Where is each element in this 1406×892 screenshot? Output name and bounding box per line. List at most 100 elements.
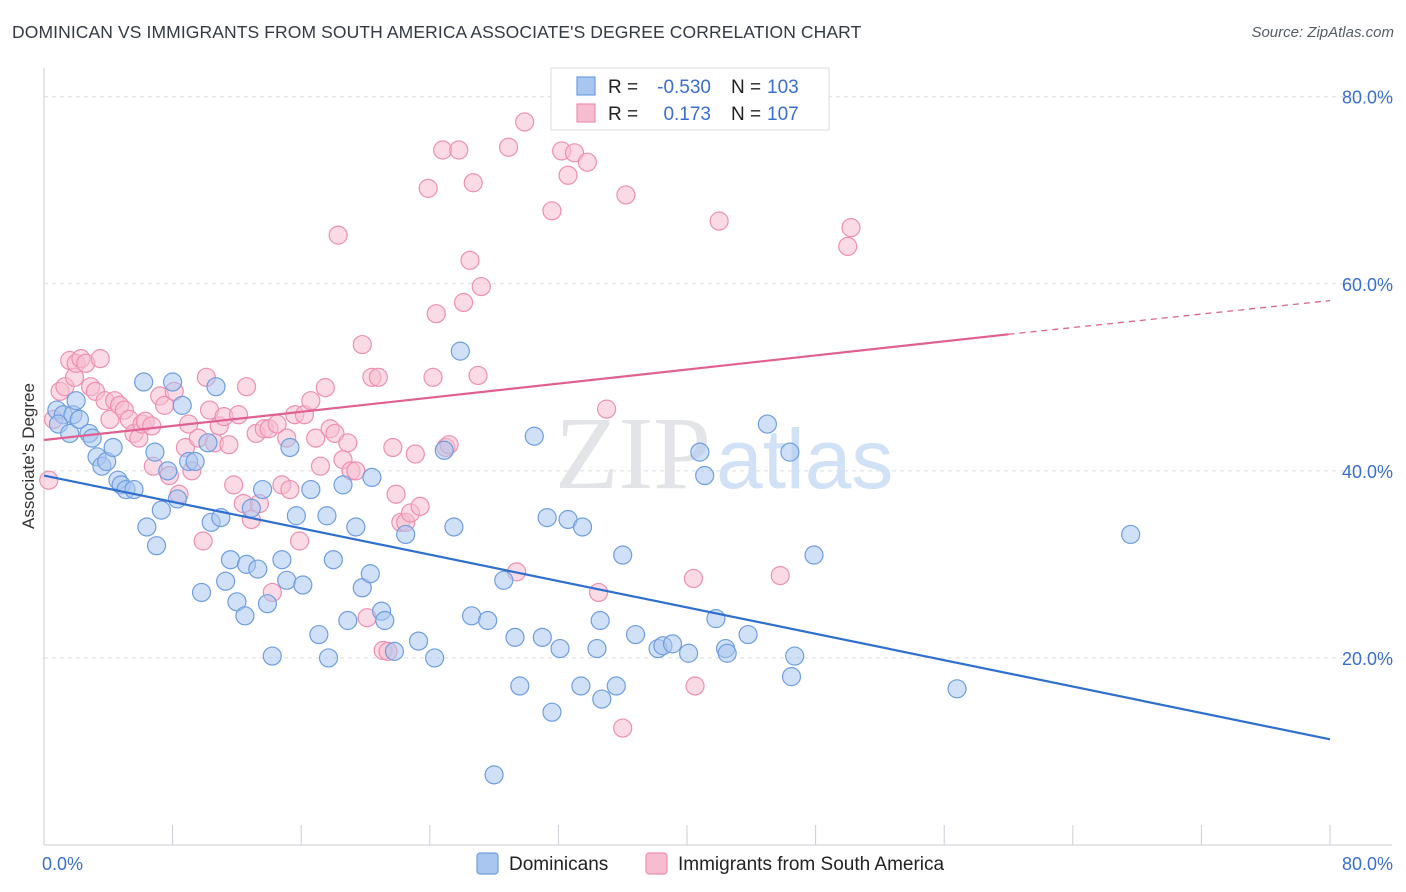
- dominicans-point-42: [262, 646, 282, 666]
- dominicans-point-34: [220, 550, 241, 570]
- dominicans-point-5: [66, 391, 86, 411]
- immigrants-point-80: [410, 496, 430, 516]
- dominicans-point-83: [590, 610, 610, 631]
- dominicans-point-65: [434, 440, 454, 460]
- immigrants-point-83: [426, 304, 446, 324]
- dominicans-point-99: [780, 442, 800, 462]
- immigrants-point-105: [683, 568, 704, 589]
- immigrants-point-98: [558, 165, 578, 185]
- immigrants-point-0: [39, 470, 59, 490]
- immigrants-point-13: [100, 409, 120, 430]
- y-tick-label-20: 20.0%: [1342, 649, 1393, 669]
- immigrants-point-22: [142, 416, 162, 436]
- series-dominicans-points: [47, 341, 1141, 785]
- dominicans-point-91: [679, 643, 699, 663]
- immigrants-point-65: [338, 433, 358, 453]
- bottom-legend-swatch-pink: [645, 852, 668, 875]
- immigrants-point-100: [577, 152, 597, 172]
- watermark-zip: ZIP: [555, 396, 711, 511]
- dominicans-point-84: [592, 689, 612, 709]
- dominicans-point-72: [505, 627, 525, 647]
- dominicans-trend-line: [43, 474, 1331, 741]
- chart-source: Source: ZipAtlas.com: [1251, 24, 1394, 41]
- immigrants-point-104: [616, 185, 636, 205]
- immigrants-point-40: [224, 475, 244, 495]
- immigrants-point-106: [685, 676, 705, 696]
- dominicans-point-102: [804, 545, 824, 565]
- dominicans-point-6: [69, 409, 89, 430]
- y-tick-label-80: 80.0%: [1342, 88, 1393, 108]
- dominicans-point-62: [396, 524, 416, 545]
- immigrants-point-57: [301, 391, 321, 411]
- immigrants-trend-line-extension: [1008, 299, 1331, 335]
- dominicans-point-85: [606, 676, 626, 696]
- dominicans-point-36: [235, 606, 255, 626]
- dominicans-point-58: [362, 467, 382, 488]
- immigrants-point-84: [433, 140, 453, 160]
- immigrants-point-99: [564, 143, 585, 163]
- legend-r-value-0: -0.530: [657, 77, 711, 98]
- y-tick-labels: 20.0% 40.0% 60.0% 80.0%: [1342, 88, 1393, 669]
- dominicans-point-44: [277, 570, 297, 590]
- dominicans-point-73: [510, 676, 530, 696]
- x-tick-label-max: 80.0%: [1342, 854, 1393, 874]
- dominicans-point-43: [272, 550, 292, 570]
- dominicans-point-75: [532, 627, 552, 647]
- y-tick-label-60: 60.0%: [1342, 275, 1393, 295]
- x-tick-labels: 0.0% 80.0%: [42, 854, 1393, 874]
- immigrants-point-33: [193, 531, 213, 551]
- dominicans-point-33: [216, 571, 236, 591]
- dominicans-point-80: [571, 676, 591, 696]
- dominicans-point-93: [695, 465, 715, 486]
- dominicans-point-103: [947, 679, 967, 699]
- dominicans-point-40: [253, 479, 273, 500]
- correlation-legend: R = -0.530 N = 103 R = 0.173 N = 107: [550, 67, 830, 131]
- immigrants-point-39: [219, 435, 239, 455]
- dominicans-point-57: [360, 564, 380, 584]
- dominicans-point-104: [1121, 524, 1141, 545]
- legend-n-value-1: 107: [767, 104, 799, 125]
- immigrants-point-67: [346, 461, 366, 481]
- legend-r-label-1: R =: [608, 104, 638, 125]
- immigrants-point-88: [453, 292, 474, 313]
- immigrants-point-53: [280, 479, 300, 500]
- dominicans-point-97: [738, 624, 758, 645]
- dominicans-point-55: [346, 517, 366, 537]
- y-axis-label: Associate's Degree: [19, 383, 38, 529]
- dominicans-point-69: [478, 610, 498, 631]
- immigrants-point-93: [498, 137, 519, 157]
- dominicans-point-29: [198, 433, 218, 453]
- immigrants-point-55: [289, 531, 310, 551]
- dominicans-point-52: [323, 550, 343, 570]
- immigrants-point-102: [597, 399, 617, 419]
- immigrants-point-110: [841, 218, 861, 238]
- immigrants-point-101: [588, 582, 609, 603]
- immigrants-point-60: [315, 378, 335, 398]
- immigrants-point-71: [368, 367, 388, 387]
- dominicans-point-81: [572, 517, 593, 537]
- dominicans-point-63: [408, 631, 429, 651]
- dominicans-point-48: [301, 479, 321, 500]
- dominicans-point-41: [257, 594, 278, 614]
- dominicans-point-96: [717, 643, 737, 663]
- dominicans-point-51: [318, 648, 339, 668]
- bottom-legend-label-immigrants: Immigrants from South America: [678, 854, 945, 875]
- dominicans-point-31: [206, 377, 226, 397]
- dominicans-point-54: [338, 610, 358, 631]
- legend-box: [550, 67, 830, 131]
- immigrants-point-107: [709, 211, 729, 231]
- dominicans-point-100: [781, 667, 802, 687]
- immigrants-point-62: [325, 423, 345, 444]
- dominicans-point-12: [103, 437, 123, 458]
- immigrants-point-74: [383, 437, 403, 458]
- dominicans-point-64: [425, 648, 445, 668]
- immigrants-point-109: [838, 236, 858, 256]
- legend-n-label-1: N =: [731, 104, 761, 125]
- trend-lines: [43, 299, 1331, 741]
- dominicans-point-86: [613, 545, 633, 565]
- dominicans-point-70: [484, 765, 504, 785]
- immigrants-point-108: [770, 566, 790, 586]
- dominicans-point-68: [461, 606, 482, 626]
- immigrants-point-96: [542, 201, 562, 221]
